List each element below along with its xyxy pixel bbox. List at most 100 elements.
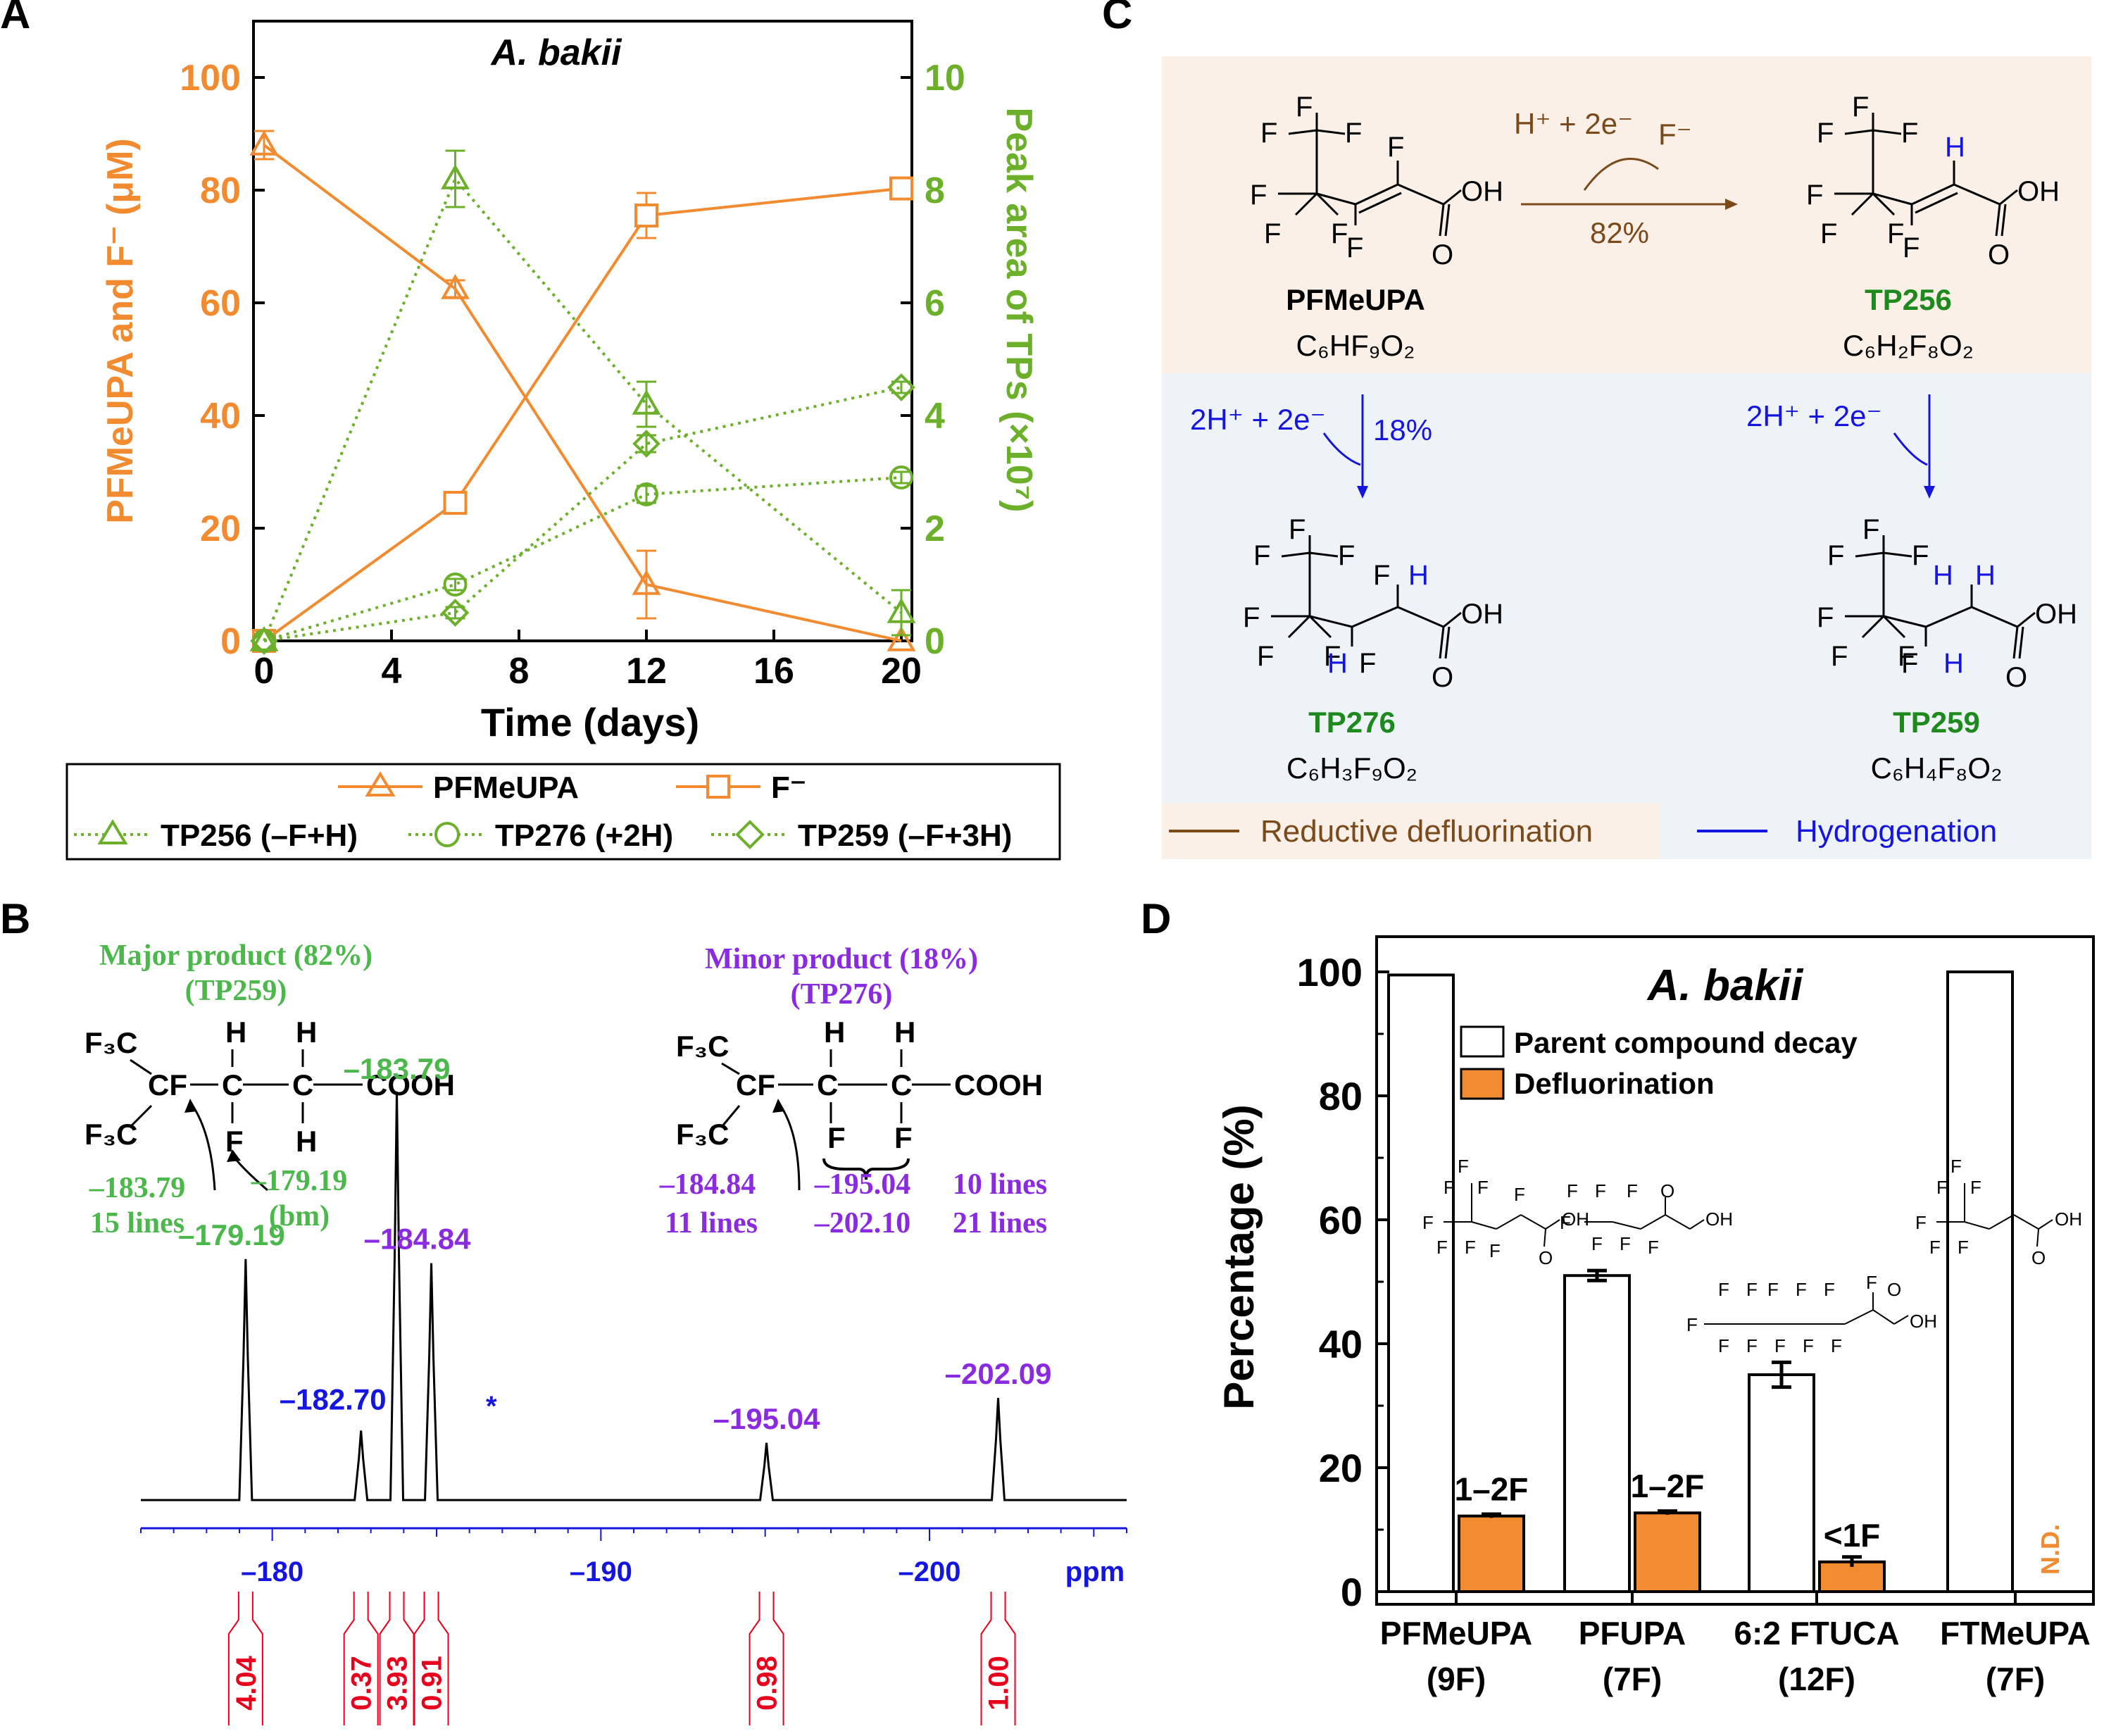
x-tick-label: –190 bbox=[570, 1556, 632, 1587]
svg-text:H: H bbox=[225, 1016, 246, 1049]
data-point bbox=[632, 389, 661, 415]
svg-text:F: F bbox=[1903, 232, 1920, 263]
integral-value: 1.00 bbox=[984, 1656, 1015, 1711]
panel-b-nmr-spectrum: Major product (82%) (TP259) Minor produc… bbox=[84, 939, 1127, 1725]
svg-text:H: H bbox=[1975, 560, 1996, 591]
plot-frame bbox=[1375, 935, 2095, 1606]
y-tick-right-label: 6 bbox=[925, 283, 945, 324]
ann-major-183: –183.79 bbox=[89, 1172, 186, 1204]
svg-text:O: O bbox=[2005, 662, 2027, 693]
major-product-sub: (TP259) bbox=[185, 975, 287, 1007]
svg-text:F: F bbox=[1243, 602, 1260, 633]
data-point bbox=[887, 597, 916, 623]
svg-text:F: F bbox=[1767, 1279, 1779, 1300]
svg-text:F: F bbox=[1803, 1335, 1814, 1356]
svg-text:F₃C: F₃C bbox=[676, 1030, 729, 1063]
category-count-ftuca: (12F) bbox=[1778, 1661, 1855, 1697]
legend-pfmeupa: PFMeUPA bbox=[433, 770, 579, 805]
svg-text:F₃C: F₃C bbox=[676, 1118, 729, 1151]
compound-formula-tp259: C₆H₄F₈O₂ bbox=[1871, 751, 2003, 785]
svg-text:O: O bbox=[1432, 239, 1453, 270]
svg-text:CF: CF bbox=[736, 1068, 775, 1101]
svg-text:H: H bbox=[1408, 560, 1429, 591]
svg-text:F: F bbox=[1718, 1279, 1729, 1300]
svg-text:F: F bbox=[1901, 648, 1918, 679]
legend-tp276: TP276 (+2H) bbox=[495, 818, 673, 853]
x-axis-label: Time (days) bbox=[481, 700, 699, 744]
data-point bbox=[443, 491, 468, 515]
svg-text:F: F bbox=[1595, 1180, 1606, 1201]
svg-text:O: O bbox=[1988, 239, 2010, 270]
arrow2-reactants: 2H⁺ + 2e⁻ bbox=[1190, 403, 1326, 436]
integral-value: 4.04 bbox=[231, 1655, 262, 1711]
svg-text:F: F bbox=[1817, 602, 1834, 633]
svg-text:C: C bbox=[292, 1068, 313, 1101]
structure-tp259: F F F F F F H H F H OH O bbox=[1817, 514, 2077, 693]
svg-text:F: F bbox=[1746, 1335, 1758, 1356]
panel-label-a: A bbox=[0, 0, 30, 37]
y-tick-left-label: 60 bbox=[200, 283, 241, 324]
svg-text:OH: OH bbox=[1461, 176, 1503, 207]
chart-title: A. bakii bbox=[1646, 961, 1804, 1010]
svg-text:H: H bbox=[894, 1016, 915, 1049]
svg-text:F₃C: F₃C bbox=[84, 1118, 137, 1151]
structure-pfmeupa-small: F F F F F F F F OH O bbox=[1422, 1156, 1589, 1268]
y-tick-label: 60 bbox=[1319, 1198, 1363, 1242]
svg-text:F: F bbox=[1444, 1177, 1455, 1198]
data-point bbox=[441, 163, 470, 189]
x-tick-label: –200 bbox=[898, 1556, 961, 1587]
y-axis-right-label: Peak area of TPs (×10⁷) bbox=[998, 108, 1039, 513]
y-tick-left-label: 100 bbox=[180, 58, 241, 99]
svg-text:F: F bbox=[1831, 1335, 1842, 1356]
category-count-ftmeupa: (7F) bbox=[1986, 1661, 2045, 1697]
compound-name-pfmeupa: PFMeUPA bbox=[1286, 283, 1425, 316]
svg-text:F: F bbox=[1373, 560, 1390, 591]
svg-text:F: F bbox=[1831, 641, 1848, 672]
svg-text:OH: OH bbox=[2017, 176, 2060, 207]
svg-text:F: F bbox=[1250, 180, 1267, 211]
legend-fluoride: F⁻ bbox=[771, 770, 806, 805]
series-line bbox=[263, 176, 903, 642]
integral-value: 3.93 bbox=[382, 1656, 413, 1711]
integral-bracket bbox=[343, 1592, 379, 1725]
svg-text:F: F bbox=[1686, 1314, 1698, 1335]
panel-label-d: D bbox=[1141, 895, 1171, 942]
bar-parent-decay bbox=[1946, 970, 2014, 1593]
y-tick-left-label: 0 bbox=[220, 621, 241, 662]
svg-text:F: F bbox=[1866, 1272, 1877, 1293]
ann-minor-10lines: 10 lines bbox=[953, 1168, 1047, 1201]
bar-label: <1F bbox=[1824, 1517, 1881, 1554]
legend: PFMeUPA F⁻ TP256 (–F+H) TP276 (+2H) TP25… bbox=[65, 763, 1061, 861]
integral-value: 0.91 bbox=[417, 1656, 448, 1711]
y-tick-right-label: 2 bbox=[925, 508, 945, 549]
arrow1-percent: 82% bbox=[1590, 216, 1649, 249]
y-axis-left-label: PFMeUPA and F⁻ (μM) bbox=[100, 138, 141, 523]
svg-text:F: F bbox=[1824, 1279, 1835, 1300]
data-point bbox=[887, 373, 915, 401]
ann-major-bm: (bm) bbox=[269, 1200, 330, 1232]
svg-text:O: O bbox=[1887, 1279, 1901, 1300]
svg-text:F: F bbox=[1289, 514, 1305, 545]
svg-text:F: F bbox=[1436, 1237, 1448, 1258]
category-count-pfupa: (7F) bbox=[1603, 1661, 1662, 1697]
y-axis-label: Percentage (%) bbox=[1215, 1104, 1263, 1409]
legend-defluorination: Defluorination bbox=[1514, 1067, 1715, 1100]
y-tick-left-label: 40 bbox=[200, 396, 241, 437]
arrow1-fluoride: F⁻ bbox=[1658, 118, 1692, 151]
svg-text:F: F bbox=[1458, 1156, 1469, 1177]
svg-text:F: F bbox=[1820, 218, 1837, 249]
legend-hydrogenation: Hydrogenation bbox=[1796, 814, 1997, 849]
x-tick-label: 16 bbox=[753, 651, 794, 692]
svg-text:F: F bbox=[1260, 118, 1277, 149]
svg-text:F: F bbox=[1862, 514, 1879, 545]
series-line bbox=[263, 144, 902, 642]
svg-text:F: F bbox=[1331, 218, 1348, 249]
y-tick-right-label: 8 bbox=[925, 170, 945, 211]
category-count-pfmeupa: (9F) bbox=[1427, 1661, 1486, 1697]
bar-label-nd: N.D. bbox=[2036, 1524, 2065, 1575]
svg-text:C: C bbox=[817, 1068, 838, 1101]
svg-text:F: F bbox=[1422, 1212, 1434, 1233]
hydrogenation-region bbox=[1162, 373, 2091, 859]
svg-text:COOH: COOH bbox=[954, 1068, 1043, 1101]
